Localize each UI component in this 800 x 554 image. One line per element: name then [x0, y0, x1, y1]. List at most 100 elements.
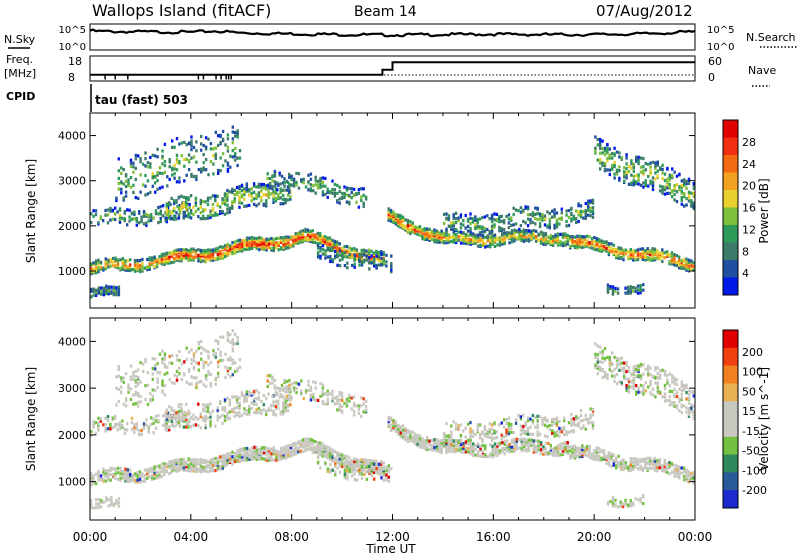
velocity-cell: [106, 419, 110, 423]
velocity-cell: [362, 410, 365, 414]
power-cell: [685, 266, 688, 270]
power-cell: [129, 267, 132, 271]
frequency-series-line: [90, 61, 695, 76]
power-cell: [200, 142, 203, 146]
velocity-cell: [623, 376, 626, 380]
velocity-cell: [590, 452, 594, 456]
velocity-cell: [314, 449, 317, 453]
power-cell: [553, 208, 556, 212]
velocity-cell: [104, 469, 107, 473]
velocity-cell: [133, 472, 137, 476]
power-cell: [565, 219, 568, 224]
power-cell: [185, 251, 188, 255]
power-cell: [353, 257, 356, 261]
velocity-cell: [380, 468, 383, 472]
velocity-cell: [252, 400, 256, 404]
power-cell: [656, 254, 659, 258]
velocity-cell: [304, 441, 307, 445]
velocity-cell: [177, 461, 181, 465]
power-cell: [611, 167, 614, 171]
velocity-cell: [290, 396, 293, 400]
power-cell: [164, 216, 167, 220]
velocity-cell: [352, 404, 356, 408]
velocity-cell: [401, 434, 405, 438]
velocity-cell: [596, 357, 599, 361]
power-cell: [687, 269, 691, 273]
velocity-cell: [185, 402, 188, 406]
power-cell: [569, 244, 572, 248]
velocity-cell: [690, 471, 693, 475]
velocity-cell: [508, 444, 511, 448]
velocity-cell: [121, 419, 124, 423]
power-cell: [173, 176, 176, 180]
power-cell: [607, 248, 611, 252]
power-cell: [452, 217, 455, 221]
velocity-cell: [414, 437, 417, 441]
power-cell: [683, 184, 686, 188]
power-cell: [171, 139, 174, 143]
velocity-cell: [510, 438, 514, 442]
velocity-cell: [447, 436, 451, 440]
velocity-cell: [326, 448, 329, 452]
velocity-cell: [311, 448, 314, 453]
power-cell: [204, 217, 207, 221]
velocity-cell: [627, 377, 631, 381]
power-cell: [97, 258, 100, 262]
power-cell: [537, 232, 540, 236]
velocity-cell: [397, 429, 400, 433]
power-cell: [138, 211, 141, 215]
power-cell: [426, 229, 429, 233]
velocity-cell: [620, 382, 623, 386]
velocity-cell: [94, 472, 98, 476]
velocity-cell: [469, 427, 472, 431]
power-cell: [178, 142, 181, 146]
velocity-cell: [611, 374, 614, 378]
power-cell: [683, 192, 686, 196]
power-cell: [685, 197, 688, 201]
power-cell: [585, 238, 589, 243]
velocity-cell: [552, 453, 555, 457]
power-cell: [611, 288, 615, 292]
velocity-cell: [593, 451, 596, 455]
power-cell: [687, 192, 691, 196]
velocity-cell: [253, 445, 256, 449]
power-cell: [180, 141, 184, 145]
velocity-cell: [353, 460, 356, 464]
velocity-cell: [563, 427, 566, 432]
velocity-cell: [245, 392, 248, 396]
power-cell: [346, 255, 349, 259]
power-cell: [255, 241, 258, 245]
velocity-cell: [187, 409, 190, 413]
power-cell: [117, 187, 120, 191]
power-cell: [363, 258, 366, 262]
power-cell: [495, 212, 499, 216]
power-cell: [682, 260, 686, 264]
power-cell: [166, 184, 169, 188]
power-cell: [217, 168, 220, 173]
power-cell: [627, 164, 631, 168]
power-cell: [397, 213, 400, 217]
power-cell: [134, 153, 137, 157]
power-cell: [207, 173, 210, 177]
power-cell: [112, 289, 116, 293]
power-cell: [279, 236, 283, 240]
velocity-cell: [438, 448, 441, 452]
power-cell: [145, 223, 148, 227]
power-cell: [575, 220, 578, 224]
power-cell: [614, 286, 617, 290]
velocity-cell: [476, 427, 479, 431]
power-cell: [605, 249, 608, 253]
velocity-cell: [114, 476, 117, 480]
velocity-cell: [262, 408, 265, 412]
power-cell: [668, 175, 671, 179]
power-cell: [635, 173, 638, 178]
velocity-cell: [223, 415, 227, 419]
power-cell: [97, 290, 100, 294]
velocity-cell: [447, 446, 451, 450]
velocity-cell: [182, 415, 185, 420]
velocity-cell: [223, 408, 227, 412]
power-cell: [301, 233, 305, 237]
power-cell: [170, 254, 173, 259]
velocity-cell: [124, 469, 127, 474]
power-cell: [571, 235, 574, 239]
